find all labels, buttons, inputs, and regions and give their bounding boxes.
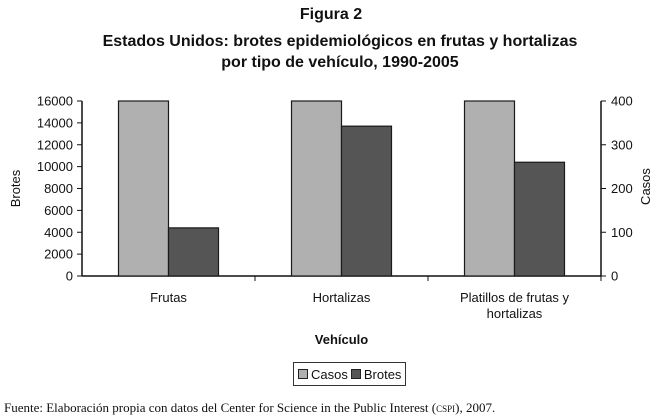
x-category-label: Hortalizas [313,290,371,305]
y-tick-label: 8000 [44,181,73,196]
source-note: Fuente: Elaboración propia con datos del… [4,400,495,416]
chart-title-line-2: por tipo de vehículo, 1990-2005 [221,54,459,71]
y-tick-label: 16000 [37,94,73,109]
legend: Casos Brotes [293,362,407,386]
bar-casos [463,100,516,277]
source-abbr: cspi [436,400,456,415]
chart-title-line-1: Estados Unidos: brotes epidemiológicos e… [102,33,578,50]
y-tick-label: 12000 [37,137,73,152]
bar-brotes [167,227,220,277]
y-tick-label: 6000 [44,203,73,218]
legend-swatch-brotes [350,369,361,379]
bar-brotes [340,125,393,277]
y-tick-label: 14000 [37,115,73,130]
bar-brotes [513,161,566,277]
y2-tick-label: 100 [611,225,633,240]
y-tick-label: 10000 [37,159,73,174]
source-prefix: Fuente: Elaboración propia con datos del… [4,400,437,415]
bar-casos [117,100,170,277]
figure-label: Figura 2 [299,6,363,23]
legend-swatch-casos [298,369,308,379]
source-suffix: ), 2007. [455,400,496,415]
y-tick-label: 0 [66,269,73,284]
x-category-label: Platillos de frutas y [460,290,570,305]
bar-casos [290,100,343,277]
y2-axis-title: Casos [638,168,653,205]
x-axis-title: Vehículo [315,332,369,347]
y2-tick-label: 400 [611,94,633,109]
y2-tick-label: 200 [611,181,633,196]
y-tick-label: 2000 [44,247,73,262]
y2-tick-label: 300 [611,137,633,152]
y2-tick-label: 0 [611,269,618,284]
y-axis-title: Brotes [8,169,23,207]
x-category-label: hortalizas [487,306,543,321]
chart-title: Estados Unidos: brotes epidemiológicos e… [40,31,640,73]
y-tick-label: 4000 [44,225,73,240]
legend-item-brotes: Brotes [350,366,402,382]
legend-label-casos: Casos [311,366,348,382]
x-category-label: Frutas [150,290,187,305]
legend-label-brotes: Brotes [363,366,402,382]
legend-item-casos: Casos [298,367,348,382]
